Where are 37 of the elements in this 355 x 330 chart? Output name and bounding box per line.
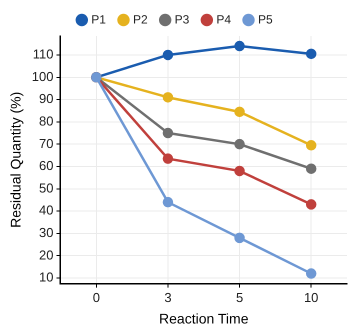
y-tick-label: 90 [39, 91, 54, 106]
point [306, 268, 316, 279]
legend-label: P5 [258, 12, 274, 26]
x-tick-label: 10 [304, 290, 318, 305]
y-axis-title: Residual Quantity (%) [7, 92, 24, 228]
point [234, 166, 245, 176]
point [234, 106, 245, 118]
point [162, 92, 174, 103]
legend-label: P3 [174, 12, 190, 26]
legend-label: P4 [216, 12, 232, 26]
point [306, 163, 316, 174]
point [162, 50, 174, 60]
point [234, 40, 245, 52]
point [234, 232, 245, 244]
y-tick-label: 50 [39, 180, 54, 196]
point [234, 138, 245, 150]
legend-label: P1 [91, 12, 106, 26]
x-tick-label: 3 [164, 290, 172, 305]
y-tick-label: 100 [32, 68, 54, 84]
legend-label: P2 [132, 12, 148, 26]
y-tick-label: 30 [39, 224, 54, 240]
x-axis-title: Reaction Time [159, 310, 249, 326]
point [306, 199, 316, 210]
y-tick-label: 40 [39, 202, 54, 218]
x-tick-label: 5 [236, 290, 244, 305]
y-tick-label: 10 [39, 270, 54, 285]
y-tick-label: 60 [39, 158, 54, 174]
point [162, 128, 174, 138]
y-tick-label: 70 [39, 136, 54, 151]
point [162, 196, 174, 208]
point [306, 48, 316, 60]
point [306, 140, 316, 151]
point [162, 153, 174, 164]
x-tick-label: 0 [92, 290, 100, 305]
y-tick-label: 110 [32, 46, 54, 62]
y-tick-label: 80 [39, 113, 54, 128]
y-tick-label: 20 [39, 247, 54, 262]
